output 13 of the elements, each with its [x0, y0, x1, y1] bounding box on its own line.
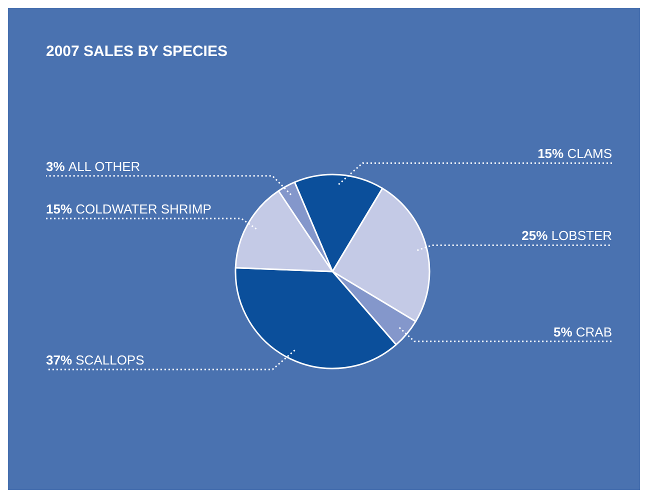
data-label: 37%	[46, 352, 72, 368]
slice-label: COLDWATER SHRIMP	[76, 202, 212, 216]
data-label: 15%	[538, 146, 564, 162]
slice-label: CRAB	[576, 324, 612, 340]
data-label: 5%	[553, 324, 573, 340]
slice-label: SCALLOPS	[76, 352, 145, 368]
data-label: 15%	[46, 202, 72, 216]
slice-label: CLAMS	[567, 146, 612, 162]
slice-label: ALL OTHER	[68, 158, 140, 174]
slice-label: LOBSTER	[551, 228, 612, 244]
data-label: 25%	[522, 228, 548, 244]
data-label: 3%	[46, 158, 66, 174]
chart-title: 2007 SALES BY SPECIES	[46, 43, 228, 60]
